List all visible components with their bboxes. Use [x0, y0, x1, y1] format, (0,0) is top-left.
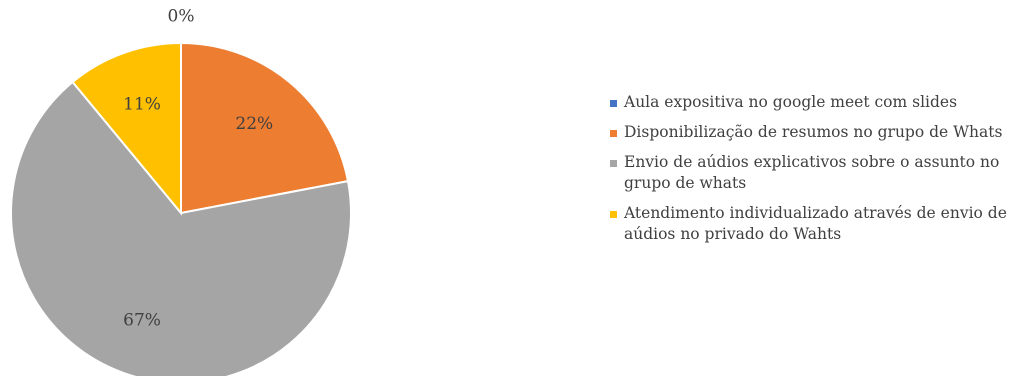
legend-swatch [610, 100, 617, 107]
legend-entry: Aula expositiva no google meet com slide… [610, 92, 1010, 113]
legend-swatch [610, 130, 617, 137]
legend-swatch [610, 160, 617, 167]
legend-label: Envio de aúdios explicativos sobre o ass… [624, 153, 1000, 192]
legend-entry: Envio de aúdios explicativos sobre o ass… [610, 152, 1010, 194]
slice-data-label: 22% [235, 114, 273, 134]
legend-label: Atendimento individualizado através de e… [624, 204, 1007, 243]
slice-data-label: 11% [123, 94, 161, 114]
legend-swatch [610, 211, 617, 218]
legend-entry: Atendimento individualizado através de e… [610, 203, 1010, 245]
slice-audios-grupo [10, 80, 352, 376]
legend-entry: Disponibilização de resumos no grupo de … [610, 122, 1010, 143]
slice-data-label: 0% [168, 7, 195, 27]
slice-resumos [180, 41, 350, 215]
slice-atendimento-individual [71, 41, 182, 216]
legend-label: Aula expositiva no google meet com slide… [624, 93, 958, 111]
pie-plot-area: 0% 22% 67% 11% [10, 7, 352, 376]
pie-data-labels: 0% 22% 67% 11% [123, 7, 273, 331]
pie-slices [10, 41, 352, 376]
chart-legend: Aula expositiva no google meet com slide… [610, 92, 1010, 254]
legend-label: Disponibilização de resumos no grupo de … [624, 123, 1003, 141]
slice-data-label: 67% [123, 311, 161, 331]
